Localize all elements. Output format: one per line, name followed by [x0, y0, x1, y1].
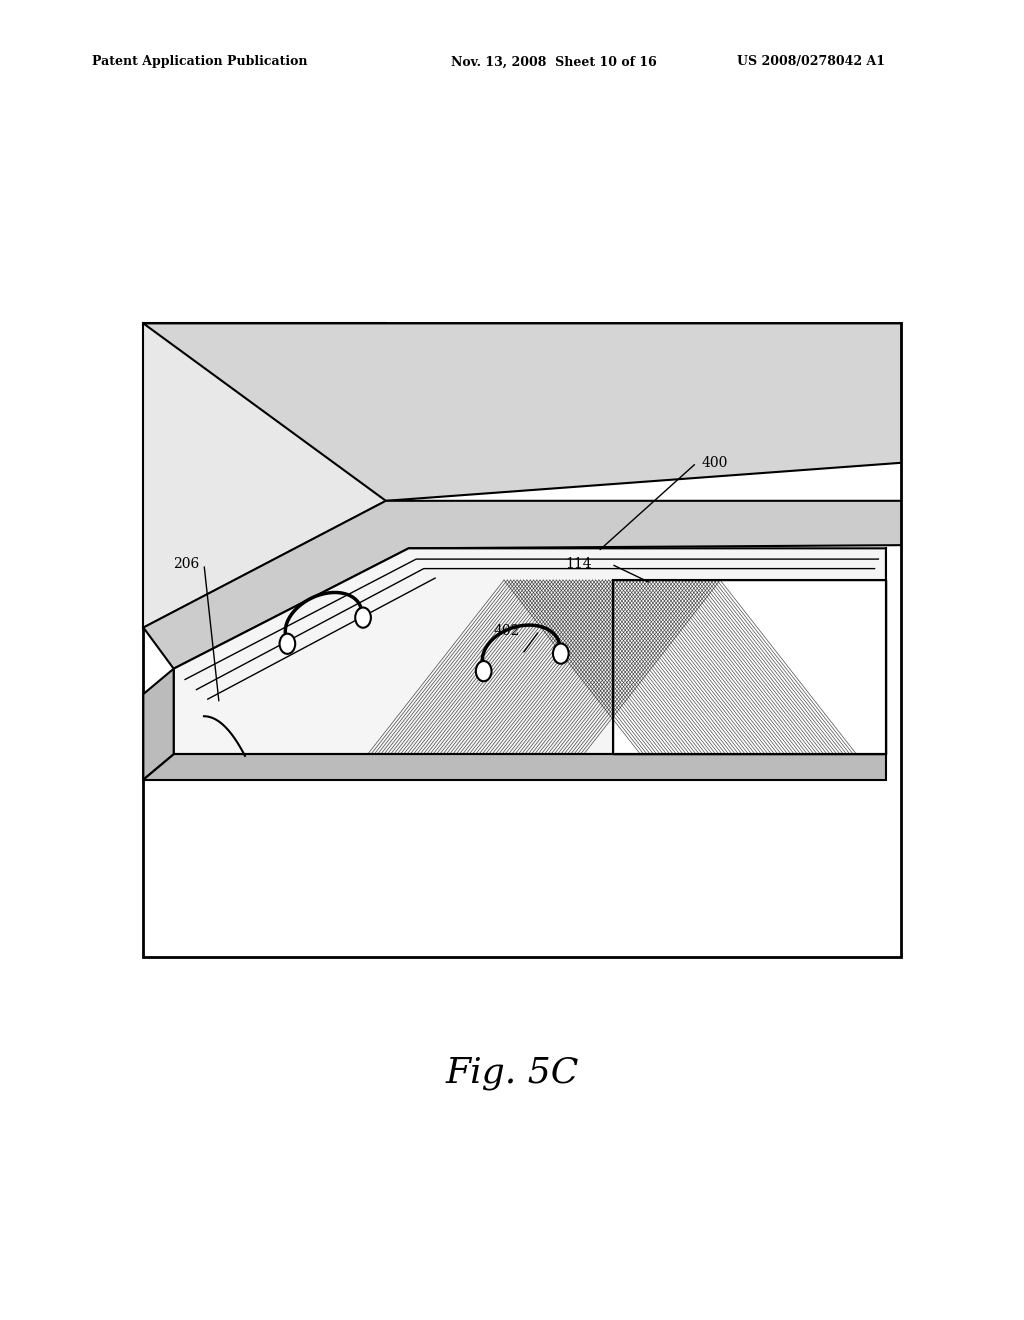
Text: 114: 114 [565, 557, 592, 572]
Polygon shape [143, 754, 886, 780]
Polygon shape [143, 669, 174, 780]
Bar [143, 323, 901, 957]
Polygon shape [613, 579, 886, 754]
Polygon shape [143, 500, 901, 669]
Text: Patent Application Publication: Patent Application Publication [92, 55, 307, 69]
Polygon shape [143, 323, 386, 627]
Text: Fig. 5C: Fig. 5C [445, 1056, 579, 1090]
Circle shape [553, 644, 568, 664]
Polygon shape [143, 323, 901, 500]
Text: 206: 206 [173, 557, 199, 572]
Text: Nov. 13, 2008  Sheet 10 of 16: Nov. 13, 2008 Sheet 10 of 16 [451, 55, 656, 69]
Text: US 2008/0278042 A1: US 2008/0278042 A1 [737, 55, 886, 69]
Circle shape [476, 661, 492, 681]
Text: 402: 402 [494, 623, 519, 638]
Circle shape [280, 634, 295, 653]
Circle shape [355, 607, 371, 628]
Text: 400: 400 [701, 455, 728, 470]
Polygon shape [174, 548, 886, 754]
